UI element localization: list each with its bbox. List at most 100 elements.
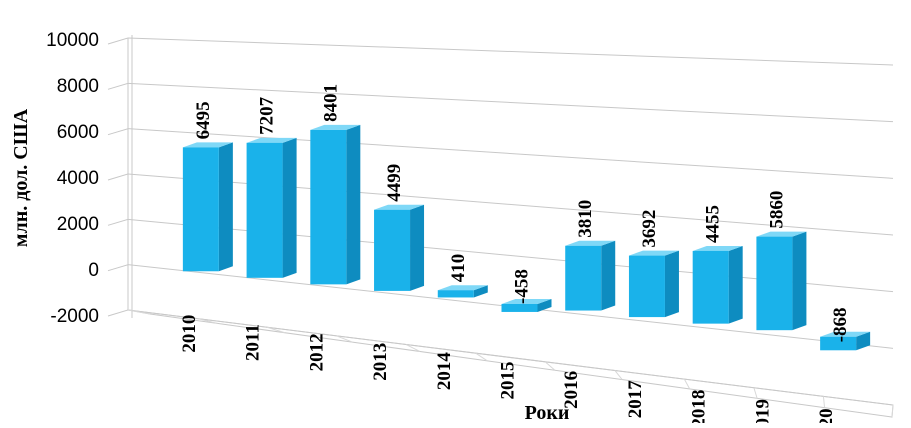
- x-tick-label: 2018: [689, 390, 710, 423]
- bar: [756, 231, 807, 331]
- y-tick-labels: 10000 8000 6000 4000 2000 0 -2000: [46, 30, 99, 327]
- data-label: 4499: [384, 164, 405, 202]
- bar-front: [565, 245, 602, 311]
- gridline-side: [107, 309, 129, 317]
- x-tick-label: 2015: [498, 362, 519, 400]
- floor-divider: [405, 344, 421, 352]
- bar-front: [692, 250, 729, 324]
- x-tick-label: 2017: [625, 380, 646, 419]
- bar: [501, 299, 552, 312]
- x-tick-labels: 2010 2011 2012 2013 2014 2015 2016 2017 2018 2019…: [179, 315, 837, 428]
- data-label: 5860: [766, 191, 787, 229]
- bar-side: [346, 124, 361, 285]
- x-tick-label: 2013: [370, 343, 391, 381]
- bar-side: [856, 331, 871, 351]
- x-axis-title: Роки: [525, 402, 570, 423]
- floor-divider: [197, 318, 218, 324]
- bar-top: [437, 285, 488, 291]
- floor-divider: [822, 396, 826, 408]
- floor-divider: [266, 326, 286, 334]
- gridline: [127, 128, 894, 179]
- bar-side: [728, 245, 743, 324]
- bar-front: [182, 147, 219, 272]
- bar-side: [410, 204, 425, 291]
- floor-divider: [614, 370, 623, 380]
- bar-front: [628, 255, 665, 318]
- x-tick-label: 2010: [179, 315, 200, 353]
- bar-top: [756, 231, 807, 237]
- bar-front: [820, 336, 857, 351]
- bar-top: [565, 240, 616, 246]
- data-labels: 6495 7207 8401 4499 410 -458 3810 3692 4455 5860 -…: [193, 84, 851, 342]
- x-tick-label: 2011: [243, 324, 264, 361]
- data-label: -868: [830, 307, 851, 342]
- bar-top: [310, 124, 361, 130]
- bar-front: [437, 290, 474, 298]
- floor-divider: [336, 335, 353, 343]
- data-label: 3810: [575, 200, 596, 238]
- data-label: 7207: [257, 96, 278, 135]
- bar: [246, 137, 297, 278]
- bar-front: [756, 236, 793, 331]
- y-tick-label: 2000: [57, 214, 99, 235]
- gridline: [127, 37, 894, 66]
- bar: [182, 142, 233, 272]
- bar-side: [218, 142, 233, 272]
- bar-top: [692, 245, 743, 251]
- gridline: [127, 82, 894, 123]
- y-tick-label: 0: [88, 260, 99, 281]
- bar-front: [501, 304, 538, 312]
- y-tick-label: 6000: [57, 122, 99, 143]
- floor-divider: [475, 352, 488, 362]
- bar-top: [820, 331, 871, 337]
- data-label: 4455: [703, 205, 724, 243]
- bar-side: [664, 250, 679, 318]
- x-tick-label: 2012: [306, 333, 327, 371]
- chart-floor: [127, 309, 894, 418]
- bar: [374, 204, 425, 291]
- y-axis-title: млн. дол. США: [10, 108, 32, 247]
- gridline-side: [107, 173, 129, 181]
- bar-top: [246, 137, 297, 143]
- floor-divider: [753, 387, 758, 399]
- bar: [628, 250, 679, 318]
- bar-top: [501, 299, 552, 304]
- gridline-side: [107, 37, 129, 45]
- floor-divider: [683, 378, 691, 390]
- x-tick-label: 2014: [434, 352, 455, 391]
- gridline-side: [107, 218, 129, 226]
- bar-front: [374, 209, 411, 291]
- floor-divider: [127, 309, 151, 315]
- x-tick-label: 2019: [752, 399, 773, 423]
- floor-divider: [891, 404, 894, 418]
- data-label: 410: [448, 254, 469, 283]
- x-tick-label: 2016: [561, 371, 582, 409]
- gridline-side: [107, 128, 129, 136]
- bar-side: [282, 137, 297, 278]
- bar: [310, 124, 361, 285]
- bar: [565, 240, 616, 311]
- bar-front: [310, 129, 347, 285]
- bar: [820, 331, 871, 351]
- bar: [437, 285, 488, 298]
- x-tick-label: 2020: [816, 408, 837, 423]
- bar-front: [246, 142, 283, 278]
- bar-side: [792, 231, 807, 331]
- data-label: -458: [512, 269, 533, 304]
- bar-top: [374, 204, 425, 210]
- y-tick-label: -2000: [50, 306, 99, 327]
- data-label: 3692: [639, 210, 660, 248]
- y-tick-label: 10000: [46, 30, 99, 51]
- bars: [182, 124, 871, 351]
- y-tick-label: 8000: [57, 76, 99, 97]
- bar: [692, 245, 743, 324]
- bar-top: [628, 250, 679, 256]
- bar-side: [537, 299, 552, 312]
- gridline-side: [107, 264, 129, 272]
- data-label: 8401: [320, 84, 341, 122]
- floor-divider: [544, 361, 556, 371]
- bar-top: [182, 142, 233, 148]
- bar-side: [473, 285, 488, 298]
